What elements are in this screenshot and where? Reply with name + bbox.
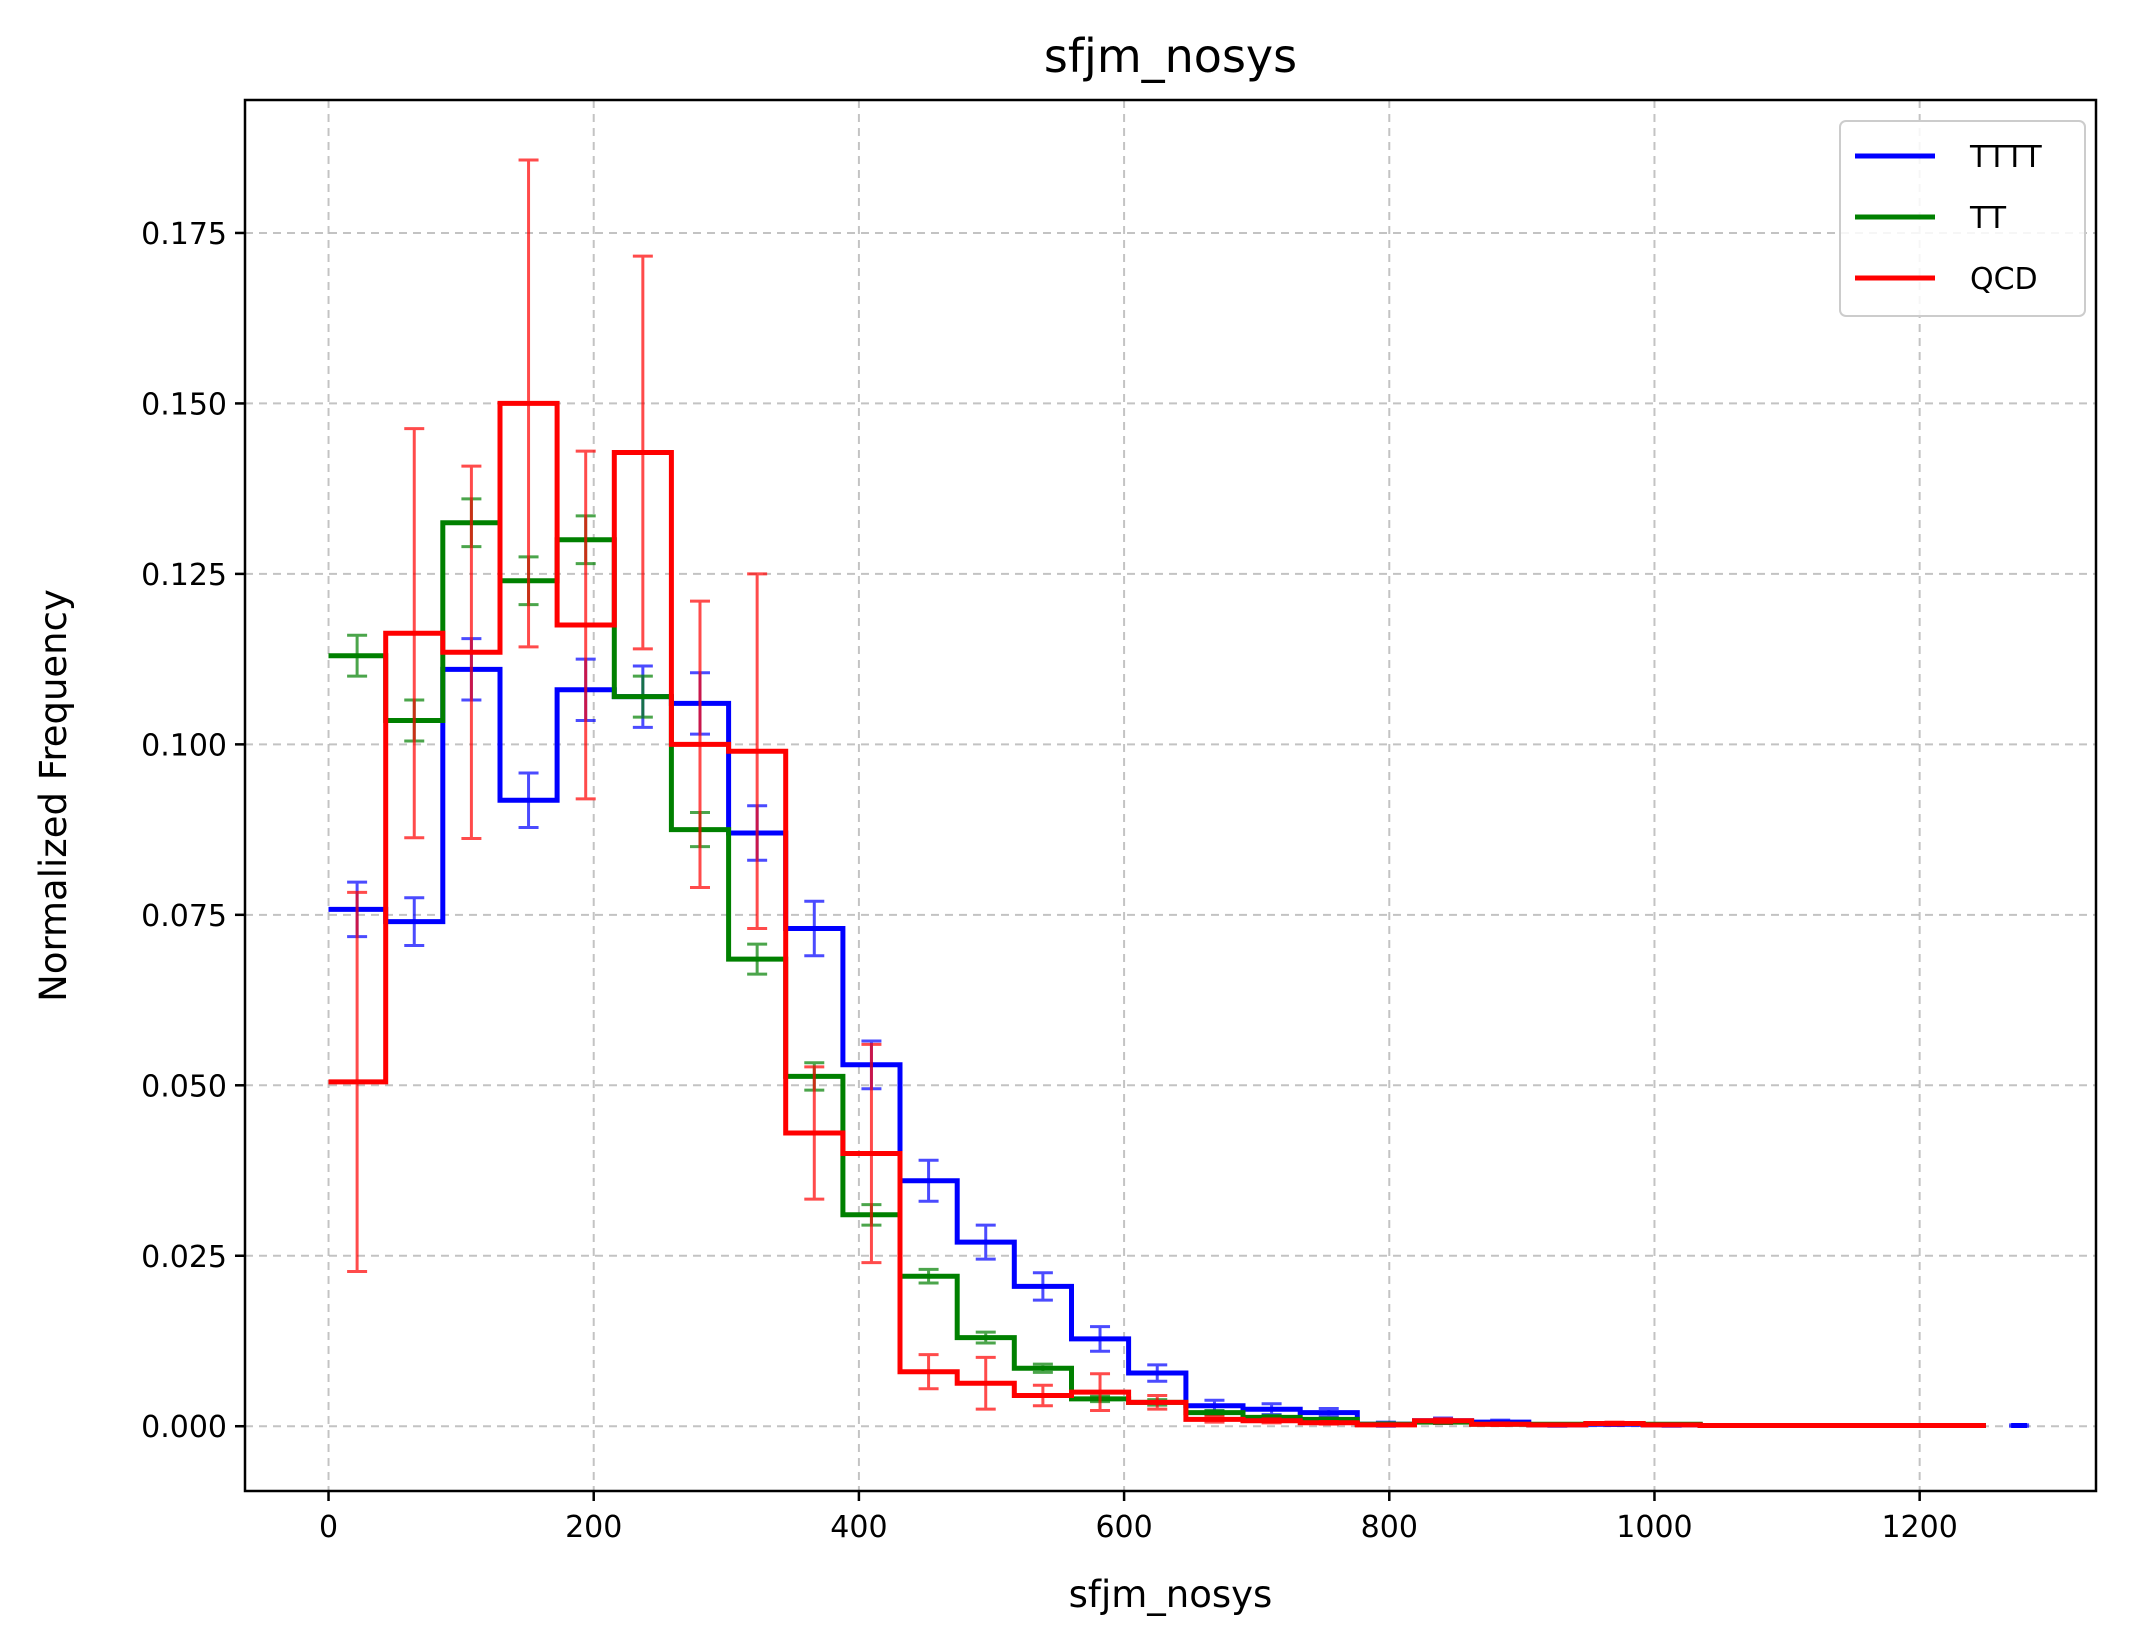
- error-bar: [1204, 1409, 1225, 1417]
- x-tick-label: 600: [1095, 1510, 1152, 1545]
- x-tick-label: 400: [830, 1510, 887, 1545]
- y-tick-label: 0.000: [141, 1410, 227, 1445]
- error-bar: [1433, 1417, 1454, 1425]
- y-tick-label: 0.175: [141, 217, 227, 252]
- y-tick-label: 0.100: [141, 728, 227, 763]
- plot-series: [328, 158, 2030, 1429]
- error-bar: [1718, 1423, 1739, 1428]
- error-bar: [861, 1042, 882, 1265]
- error-bar: [347, 633, 368, 678]
- error-bar: [804, 899, 825, 958]
- y-tick-label: 0.025: [141, 1240, 227, 1275]
- axes-frame: [243, 98, 2098, 1493]
- x-tick-label: 1200: [1881, 1510, 1957, 1545]
- error-bar: [1147, 1394, 1168, 1411]
- x-tick-label: 800: [1361, 1510, 1418, 1545]
- error-bar: [747, 572, 768, 930]
- y-tick-label: 0.075: [141, 899, 227, 934]
- y-axis-label: Normalized Frequency: [32, 589, 75, 1002]
- error-bar: [518, 158, 539, 649]
- legend-box: [1839, 120, 2086, 317]
- error-bar: [1204, 1415, 1225, 1424]
- error-bar: [1318, 1419, 1339, 1426]
- error-bar: [1090, 1325, 1111, 1353]
- error-bar: [1890, 1423, 1911, 1428]
- error-bar: [1775, 1423, 1796, 1428]
- error-bar: [1604, 1420, 1625, 1427]
- error-bar: [975, 1223, 996, 1261]
- error-bar: [975, 1330, 996, 1345]
- error-bar: [1261, 1417, 1282, 1425]
- error-bar: [575, 449, 596, 801]
- error-bar: [347, 890, 368, 1273]
- error-bar: [404, 896, 425, 948]
- error-bar: [1147, 1363, 1168, 1383]
- x-tick-label: 1000: [1616, 1510, 1692, 1545]
- error-bar: [2009, 1423, 2030, 1428]
- error-bar: [1661, 1422, 1682, 1428]
- error-bar: [461, 464, 482, 840]
- legend-label-tt: TT: [1969, 201, 2007, 236]
- error-bar: [975, 1355, 996, 1411]
- error-bar: [918, 1353, 939, 1391]
- error-bar: [1833, 1423, 1854, 1428]
- error-bar: [632, 674, 653, 719]
- error-bar: [1947, 1423, 1968, 1428]
- x-axis-label: sfjm_nosys: [1069, 1573, 1273, 1616]
- x-tick-label: 0: [319, 1510, 338, 1545]
- legend-label-tttt: TTTT: [1969, 140, 2042, 175]
- error-bar: [747, 942, 768, 976]
- error-bar: [918, 1158, 939, 1203]
- error-bar: [404, 427, 425, 840]
- error-bar: [518, 771, 539, 830]
- y-tick-label: 0.150: [141, 387, 227, 422]
- error-bar: [1032, 1271, 1053, 1302]
- error-bar: [689, 599, 710, 890]
- error-bar: [632, 254, 653, 651]
- chart-title: sfjm_nosys: [1044, 29, 1297, 83]
- y-tick-label: 0.050: [141, 1069, 227, 1104]
- series-qcd: [328, 158, 1986, 1428]
- error-bar: [1547, 1422, 1568, 1428]
- error-bar: [1375, 1422, 1396, 1428]
- y-tick-label: 0.125: [141, 558, 227, 593]
- x-tick-label: 200: [565, 1510, 622, 1545]
- legend-label-qcd: QCD: [1970, 262, 2038, 297]
- error-bar: [804, 1065, 825, 1201]
- axis-ticks: 0 200 400 600 800 1000 1200 0.000 0.025 0.050 0.07…: [141, 217, 1958, 1545]
- error-bar: [1032, 1362, 1053, 1374]
- error-bar: [1032, 1383, 1053, 1408]
- error-bar: [1090, 1372, 1111, 1413]
- error-bar: [1490, 1421, 1511, 1428]
- error-bar: [918, 1267, 939, 1285]
